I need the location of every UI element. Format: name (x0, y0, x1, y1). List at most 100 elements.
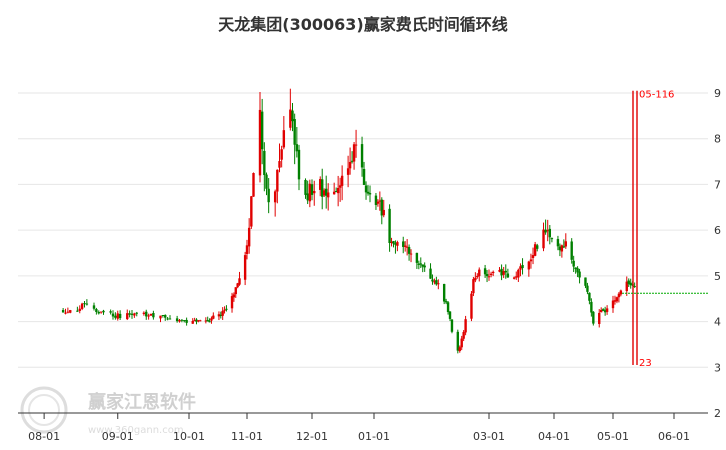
candle-body (185, 319, 188, 323)
candle (450, 319, 454, 334)
candle-body (217, 314, 221, 317)
candle-body (450, 319, 454, 332)
watermark-url: www.360gann.com (88, 425, 184, 436)
candle (195, 318, 198, 325)
candle-body (159, 315, 162, 319)
candle-body (252, 173, 255, 197)
candle (234, 287, 237, 298)
candle-body (230, 296, 234, 309)
candle-body (572, 260, 575, 267)
candle-body (570, 241, 573, 260)
candle-body (324, 188, 328, 196)
candle-body (321, 179, 324, 197)
candle-body (500, 268, 503, 276)
candle-body (489, 273, 493, 276)
candle (149, 313, 153, 316)
candle-body (600, 309, 603, 313)
candle-body (178, 320, 181, 322)
level-lines: 05-116 23 (622, 90, 708, 369)
candle (405, 239, 409, 256)
candle-body (588, 292, 591, 301)
y-tick-label: 2 (714, 407, 721, 420)
candle (145, 309, 148, 320)
candle (306, 180, 309, 205)
candle (485, 270, 489, 283)
candle-body (297, 149, 301, 180)
candle (382, 199, 385, 218)
candle (280, 145, 283, 168)
candle (69, 309, 72, 314)
candle-body (334, 191, 338, 193)
candle (409, 249, 413, 263)
candle (536, 243, 539, 252)
candle-body (550, 238, 554, 240)
candle-body (396, 242, 399, 246)
candle (462, 330, 465, 342)
candle-body (168, 318, 172, 320)
candle (66, 307, 70, 314)
candle-body (446, 302, 450, 313)
candle (431, 274, 434, 285)
candle-body (433, 281, 436, 283)
candle-body (558, 246, 562, 251)
candle (282, 116, 286, 150)
candle (147, 313, 150, 320)
candle-body (598, 312, 601, 324)
candle (291, 102, 294, 132)
candle-body (273, 191, 277, 203)
candle-body (378, 200, 382, 202)
candle-body (470, 293, 473, 319)
candle (206, 316, 209, 322)
candle (368, 185, 372, 203)
candle (116, 310, 119, 321)
candle-body (267, 188, 270, 203)
candle-body (195, 319, 198, 322)
candle-body (69, 310, 72, 313)
candle (191, 318, 194, 324)
candle (444, 298, 448, 305)
candle-body (78, 308, 81, 311)
candle-body (394, 243, 397, 245)
candle-body (546, 230, 549, 232)
candle (258, 91, 262, 183)
candle-body (243, 255, 247, 280)
candle-body (145, 311, 148, 317)
candle-body (126, 313, 129, 320)
candle-body (633, 286, 636, 288)
candle (562, 239, 566, 249)
candle-body (536, 245, 539, 249)
candle-body (332, 191, 336, 195)
candle (548, 225, 552, 245)
candle-body (289, 109, 292, 128)
x-tick-label: 10-01 (173, 430, 205, 443)
candle (407, 244, 411, 261)
candle-body (276, 169, 279, 192)
candle (491, 270, 495, 277)
candle (478, 267, 481, 282)
candle-body (280, 149, 283, 160)
candle-body (83, 303, 86, 305)
candle (603, 306, 607, 316)
candle (364, 181, 368, 200)
candle-body (166, 318, 169, 320)
candle (433, 278, 436, 285)
candle (633, 282, 636, 288)
candle-body (374, 195, 378, 205)
watermark-logo-inner (28, 394, 60, 426)
candle (133, 312, 136, 318)
candle-body (191, 321, 194, 324)
candle (502, 266, 505, 279)
candle (437, 279, 440, 290)
candle (558, 243, 562, 257)
candle-body (360, 144, 364, 168)
candle-body (323, 190, 326, 196)
candle (564, 233, 567, 249)
candle (435, 276, 438, 286)
candle (310, 179, 314, 201)
candle (605, 305, 609, 315)
candle (542, 222, 545, 252)
candle (250, 195, 253, 229)
candle (252, 172, 255, 197)
candle-body (147, 315, 150, 317)
candle (293, 113, 296, 165)
